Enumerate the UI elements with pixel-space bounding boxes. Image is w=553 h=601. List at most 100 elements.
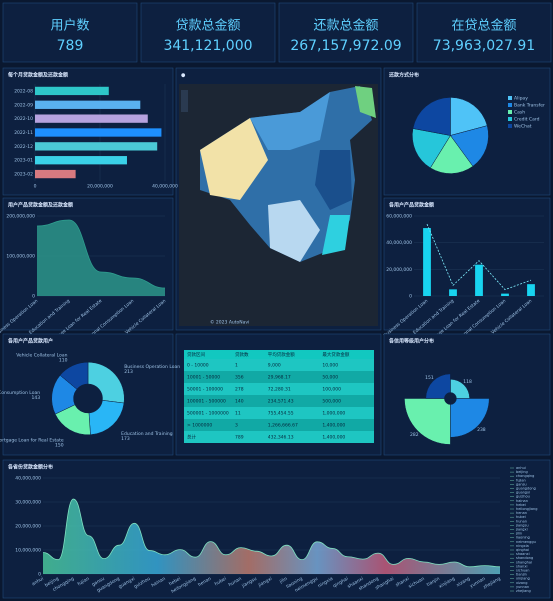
table-header-bg (184, 350, 374, 359)
legend-label: sichuan (516, 569, 530, 573)
slice-value: 213 (124, 369, 133, 375)
legend-swatch (508, 124, 512, 128)
map-region (355, 86, 376, 118)
pie-slice (87, 361, 125, 404)
x-tick-label: gansu (91, 577, 105, 588)
line (42, 498, 501, 568)
table-row-bg (184, 371, 374, 383)
map-attribution: © 2023 AutoNavi (210, 319, 249, 326)
panel (2, 459, 551, 599)
panel (140, 2, 276, 63)
legend-label: hainan (516, 499, 528, 503)
panel-title: ● (181, 73, 186, 79)
table-cell: > 1000000 (187, 423, 212, 429)
rose-petal (404, 398, 451, 445)
table-cell: 755,454.55 (268, 411, 294, 417)
petal-value: 118 (463, 379, 472, 385)
table-cell: 234,571.43 (268, 399, 294, 405)
legend-label: fujian (516, 478, 526, 482)
bar (35, 169, 76, 179)
area (37, 220, 165, 296)
y-tick-label: 200,000,000 (6, 214, 35, 220)
table-cell: 10,000 (322, 363, 338, 369)
kpi-value: 267,157,972.09 (290, 38, 401, 54)
table-cell: 0 - 10000 (187, 363, 209, 369)
slice-label: Business Operation Loan (124, 364, 180, 370)
legend-label: hebei (516, 503, 526, 507)
legend-swatch (508, 103, 512, 107)
bar (35, 100, 141, 109)
map-region (315, 150, 352, 210)
x-tick-label: 40,000,000 (152, 184, 178, 190)
table-cell: 1,400,000 (322, 435, 345, 441)
x-tick-label: anhui (31, 576, 45, 587)
legend-label: shandong (516, 556, 533, 560)
legend-label: zhejiang (516, 589, 531, 593)
table-cell: 500,000 (322, 399, 341, 405)
legend-label: guizhou (516, 495, 530, 499)
y-tick-label: 100,000,000 (6, 254, 35, 260)
table-cell: 9,000 (268, 363, 281, 369)
map-region (250, 92, 330, 150)
legend-label: liaoning (516, 536, 530, 540)
x-tick-label: 0 (34, 184, 37, 190)
panel-title: 各省份贷款金额分布 (7, 464, 53, 471)
y-tick-label: 60,000,000 (386, 214, 412, 220)
y-tick-label: 0 (32, 294, 35, 300)
line (36, 219, 166, 289)
legend-label: xinjiang (516, 577, 530, 581)
table-cell: 140 (235, 399, 244, 405)
kpi-value: 789 (57, 38, 84, 54)
panel (383, 197, 551, 331)
map-controls[interactable] (181, 90, 188, 112)
table-cell: 100,000 (322, 387, 341, 393)
slice-value: 150 (55, 443, 64, 449)
rose-petal (450, 398, 490, 438)
y-tick-label: 2022-12 (14, 144, 33, 150)
legend-label: jilin (515, 532, 522, 536)
table-row-bg (184, 383, 374, 395)
map-panel: ● © 2023 AutoNavi (175, 67, 382, 331)
y-tick-label: 20,000,000 (15, 524, 41, 530)
legend-label: hunan (516, 519, 527, 523)
y-tick-label: 40,000,000 (386, 240, 412, 246)
y-tick-label: 0 (409, 294, 412, 300)
panel-title: 用户产品贷款金额及还款金额 (7, 202, 74, 209)
slice-value: 110 (59, 357, 68, 363)
panel-title: 各用户产品贷款金额 (388, 202, 435, 209)
kpi-label: 还款总金额 (313, 18, 378, 34)
table-row-bg (184, 407, 374, 419)
table-cell: 总计 (187, 434, 196, 441)
table-cell: 50001 - 100000 (187, 387, 223, 393)
legend-label: yunnan (516, 585, 529, 589)
y-tick-label: 2022-08 (14, 88, 33, 94)
kpi-value: 341,121,000 (163, 38, 252, 54)
x-tick-label: hubei (214, 576, 228, 587)
legend-label: ningxia (516, 544, 529, 548)
table-cell: 72,280.31 (268, 387, 291, 393)
kpi-label: 在贷总金额 (451, 18, 516, 34)
table-cell: 789 (235, 435, 244, 441)
bar (475, 264, 483, 296)
legend-label: heilongjiang (516, 507, 537, 511)
table-row-bg (184, 431, 374, 443)
pie-slice (59, 361, 89, 390)
x-tick-label: hebei (168, 576, 182, 587)
trend-line (426, 223, 532, 291)
legend-label: beijing (516, 470, 528, 474)
slice-label: Vehicle Collateral Loan (16, 352, 67, 358)
y-tick-label: 10,000,000 (15, 548, 41, 554)
table-cell: 29,968.17 (268, 375, 291, 381)
table-cell: 1,000,000 (322, 411, 345, 417)
panel-title: 各用户产品贷款用户 (7, 338, 53, 345)
table-cell: 356 (235, 375, 244, 381)
legend-label: guangdong (516, 487, 536, 491)
bar (35, 114, 148, 123)
area (43, 499, 500, 574)
y-tick-label: 2022-10 (14, 116, 33, 122)
kpi-label: 贷款总金额 (175, 18, 240, 34)
petal-value: 282 (410, 432, 419, 438)
x-tick-label: jilin (278, 576, 289, 586)
bar (501, 293, 509, 296)
rose-petal (425, 373, 451, 399)
